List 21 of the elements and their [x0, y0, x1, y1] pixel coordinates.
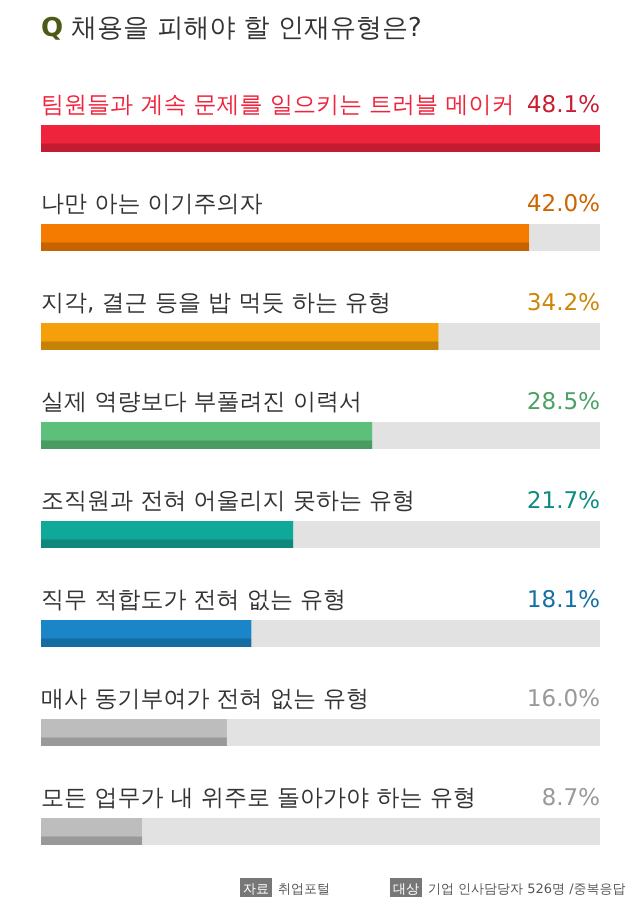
text: 자료 취업포털	[243, 882, 330, 897]
data-label: 48.1%	[526, 92, 600, 118]
data-label: 8.7%	[542, 785, 600, 811]
data-label: 21.7%	[526, 488, 600, 514]
y-tick-label: 매사 동기부여가 전혀 없는 유형	[41, 686, 370, 712]
y-tick-label: 직무 적합도가 전혀 없는 유형	[41, 587, 346, 613]
chart-title: Q 채용을 피해야 할 인재유형은?	[41, 13, 422, 43]
y-tick-label: 팀원들과 계속 문제를 일으키는 트러블 메이커	[41, 92, 515, 118]
text: 대상 기업 인사담당자 526명 /중복응답	[393, 882, 626, 897]
data-label: 34.2%	[526, 290, 600, 316]
y-tick-label: 모든 업무가 내 위주로 돌아가야 하는 유형	[41, 785, 476, 811]
data-label: 42.0%	[526, 191, 600, 217]
bar	[41, 125, 600, 152]
y-tick-label: 실제 역량보다 부풀려진 이력서	[41, 389, 362, 415]
data-label: 16.0%	[526, 686, 600, 712]
y-tick-label: 나만 아는 이기주의자	[41, 191, 263, 217]
bar	[41, 818, 142, 845]
y-tick-label: 지각, 결근 등을 밥 먹듯 하는 유형	[41, 290, 392, 316]
data-label: 18.1%	[526, 587, 600, 613]
y-tick-label: 조직원과 전혀 어울리지 못하는 유형	[41, 488, 416, 514]
data-label: 28.5%	[526, 389, 600, 415]
